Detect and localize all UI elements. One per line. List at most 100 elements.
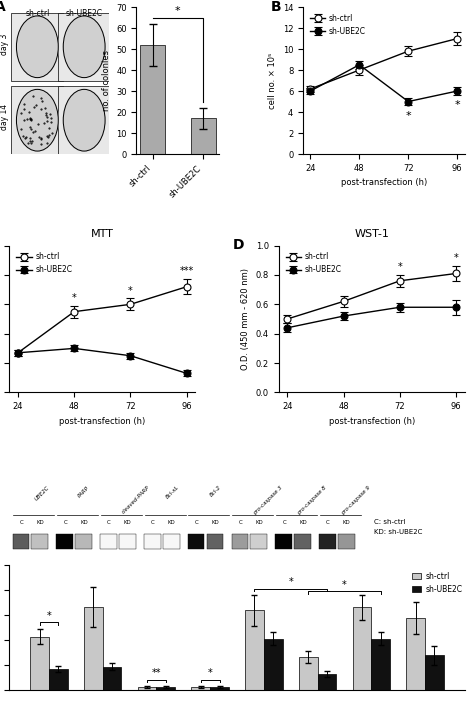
- Text: D: D: [232, 238, 244, 252]
- Text: cleaved-PARP: cleaved-PARP: [121, 485, 151, 515]
- Text: **: **: [152, 668, 161, 678]
- Legend: sh-ctrl, sh-UBE2C: sh-ctrl, sh-UBE2C: [13, 250, 75, 277]
- Text: C: C: [195, 520, 199, 525]
- Bar: [84, 607, 103, 690]
- Text: *: *: [46, 611, 51, 621]
- Bar: [353, 607, 371, 690]
- Bar: [31, 534, 48, 549]
- Circle shape: [17, 90, 58, 151]
- Text: C: C: [19, 520, 23, 525]
- Circle shape: [17, 16, 58, 77]
- Text: *: *: [128, 286, 133, 296]
- Text: KD: KD: [299, 520, 307, 525]
- Text: UBE2C: UBE2C: [34, 485, 50, 501]
- Bar: [156, 687, 175, 690]
- X-axis label: post-transfection (h): post-transfection (h): [341, 178, 427, 187]
- Text: KD: sh-UBE2C: KD: sh-UBE2C: [374, 529, 422, 535]
- Legend: sh-ctrl, sh-UBE2C: sh-ctrl, sh-UBE2C: [283, 250, 345, 277]
- Circle shape: [63, 90, 105, 151]
- Text: KD: KD: [255, 520, 263, 525]
- Bar: [207, 534, 223, 549]
- Text: sh-ctrl: sh-ctrl: [25, 9, 50, 18]
- Y-axis label: O.D. (450 mm - 620 nm): O.D. (450 mm - 620 nm): [241, 268, 250, 370]
- Bar: [140, 45, 165, 154]
- X-axis label: post-transfection (h): post-transfection (h): [59, 417, 146, 426]
- Bar: [119, 534, 136, 549]
- Bar: [58, 13, 110, 80]
- Text: Bcl-xL: Bcl-xL: [165, 485, 180, 500]
- Bar: [103, 667, 121, 690]
- Text: KD: KD: [80, 520, 88, 525]
- Text: pro-caspase 8: pro-caspase 8: [296, 485, 328, 515]
- Text: PARP: PARP: [77, 485, 91, 498]
- Bar: [299, 657, 318, 690]
- Y-axis label: no. of colonies: no. of colonies: [101, 50, 110, 111]
- Bar: [13, 534, 29, 549]
- Bar: [75, 534, 92, 549]
- Text: *: *: [405, 111, 411, 121]
- Bar: [210, 687, 229, 690]
- Bar: [318, 674, 337, 690]
- Bar: [100, 534, 117, 549]
- Legend: sh-ctrl, sh-UBE2C: sh-ctrl, sh-UBE2C: [307, 11, 369, 39]
- Bar: [30, 636, 49, 690]
- Bar: [56, 534, 73, 549]
- Text: pro-caspase 9: pro-caspase 9: [340, 485, 371, 515]
- Text: KD: KD: [211, 520, 219, 525]
- Text: C: C: [238, 520, 242, 525]
- Bar: [232, 534, 248, 549]
- Text: KD: KD: [343, 520, 351, 525]
- Bar: [294, 534, 311, 549]
- Text: ***: ***: [180, 267, 194, 277]
- Bar: [319, 534, 336, 549]
- Text: sh-UBE2C: sh-UBE2C: [66, 9, 103, 18]
- Text: C: sh-ctrl: C: sh-ctrl: [374, 518, 405, 525]
- Title: MTT: MTT: [91, 229, 114, 239]
- Text: day 3: day 3: [0, 33, 9, 55]
- Text: C: C: [64, 520, 67, 525]
- Text: C: C: [151, 520, 155, 525]
- Text: day 14: day 14: [0, 105, 9, 130]
- Text: *: *: [397, 262, 402, 272]
- Text: KD: KD: [124, 520, 132, 525]
- Text: Bcl-2: Bcl-2: [209, 485, 222, 498]
- Bar: [275, 534, 292, 549]
- X-axis label: post-transfection (h): post-transfection (h): [328, 417, 415, 426]
- Text: *: *: [72, 293, 77, 303]
- Bar: [11, 87, 63, 154]
- Text: *: *: [288, 577, 293, 587]
- Text: B: B: [271, 0, 282, 14]
- Bar: [371, 638, 390, 690]
- Text: *: *: [342, 580, 347, 590]
- Bar: [11, 13, 63, 80]
- Text: A: A: [0, 0, 5, 14]
- Text: *: *: [454, 253, 458, 263]
- Bar: [191, 118, 216, 154]
- Y-axis label: cell no. × 10⁵: cell no. × 10⁵: [268, 53, 277, 109]
- Bar: [425, 656, 444, 690]
- Text: KD: KD: [168, 520, 175, 525]
- Legend: sh-ctrl, sh-UBE2C: sh-ctrl, sh-UBE2C: [409, 569, 465, 597]
- Circle shape: [63, 16, 105, 77]
- Text: *: *: [208, 668, 212, 678]
- Bar: [406, 618, 425, 690]
- Bar: [264, 638, 283, 690]
- Bar: [250, 534, 267, 549]
- Bar: [163, 534, 180, 549]
- Text: *: *: [175, 6, 181, 16]
- Text: KD: KD: [36, 520, 44, 525]
- Text: C: C: [283, 520, 286, 525]
- Text: *: *: [455, 100, 460, 110]
- Text: C: C: [107, 520, 111, 525]
- Bar: [191, 687, 210, 690]
- Text: pro-caspase 3: pro-caspase 3: [253, 485, 283, 515]
- Bar: [188, 534, 204, 549]
- Bar: [137, 687, 156, 690]
- Bar: [338, 534, 355, 549]
- Text: C: C: [326, 520, 330, 525]
- Bar: [49, 669, 68, 690]
- Bar: [245, 611, 264, 690]
- Bar: [58, 87, 110, 154]
- Bar: [144, 534, 161, 549]
- Title: WST-1: WST-1: [354, 229, 389, 239]
